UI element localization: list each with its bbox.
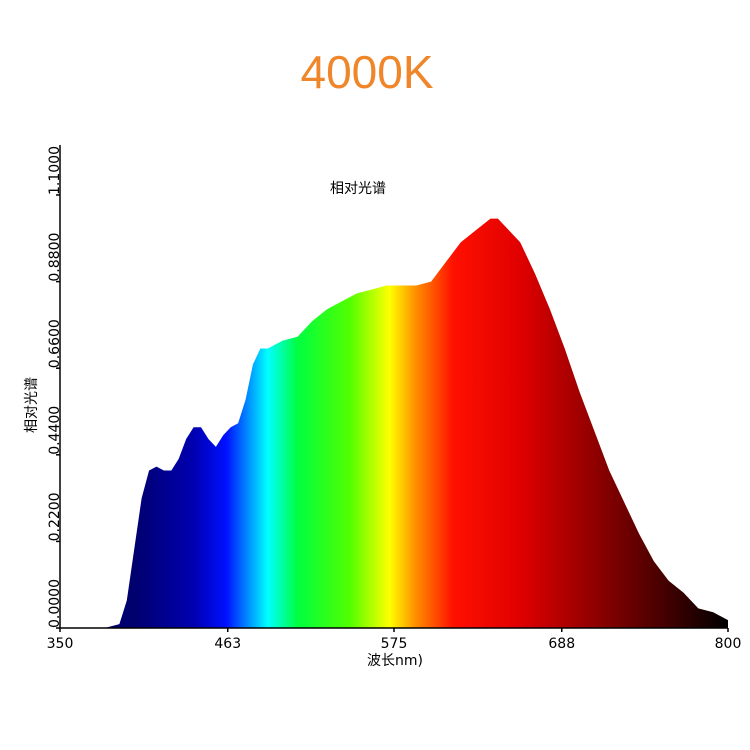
y-axis-label: 相对光谱 (24, 377, 40, 433)
y-tick-label: 1.1000 (47, 146, 63, 195)
y-tick-label: 0.0000 (47, 579, 63, 628)
x-axis-label: 波长nm) (367, 653, 423, 669)
chart-title: 4000K (300, 46, 433, 98)
x-tick-label: 688 (548, 636, 575, 652)
y-tick-label: 0.4400 (47, 406, 63, 455)
x-tick-label: 800 (715, 636, 742, 652)
spectrum-area (104, 218, 729, 629)
x-tick-label: 350 (47, 636, 74, 652)
y-tick-label: 0.8800 (47, 233, 63, 282)
x-tick-label: 463 (214, 636, 241, 652)
y-tick-label: 0.6600 (47, 319, 63, 368)
y-tick-label: 0.2200 (47, 492, 63, 541)
x-tick-label: 575 (381, 636, 408, 652)
chart-subtitle: 相对光谱 (330, 181, 386, 197)
